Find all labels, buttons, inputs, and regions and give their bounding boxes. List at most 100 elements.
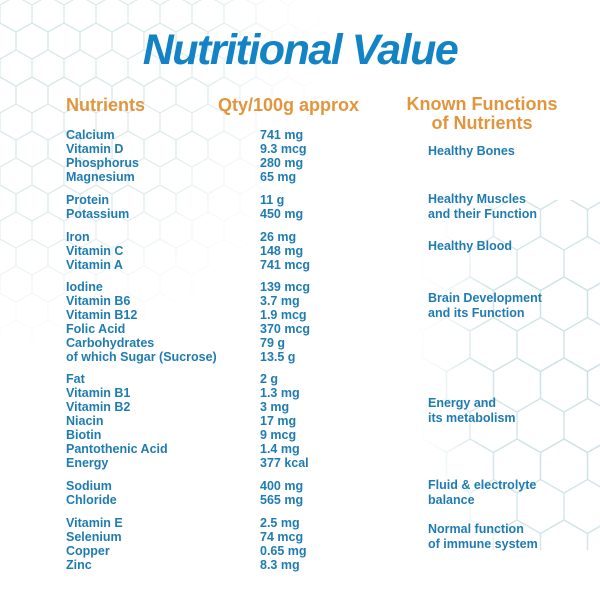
- nutrient-function-line: of immune system: [428, 537, 538, 551]
- nutrition-table: Calcium Vitamin D Phosphorus Magnesium 741 …: [66, 128, 576, 580]
- nutrient-qty-column: 741 mg 9.3 mcg 280 mg 65 mg: [260, 128, 428, 184]
- nutrient-name-column: Fat Vitamin B1 Vitamin B2 Niacin Biotin Panto…: [66, 372, 260, 470]
- nutrient-name: Energy: [66, 456, 109, 470]
- nutrient-function-cell: Normal function of immune system: [428, 522, 574, 552]
- column-header-qty: Qty/100g approx: [218, 95, 360, 115]
- nutrient-name: Folic Acid: [66, 322, 126, 336]
- nutrient-name: Carbohydrates: [66, 336, 155, 350]
- nutrient-name: of which Sugar (Sucrose): [66, 350, 217, 364]
- nutrient-qty-column: 2 g 1.3 mg 3 mg 17 mg 9 mcg 1.4 mg 377 kcal: [260, 372, 428, 470]
- nutrient-name: Vitamin B12: [66, 308, 138, 322]
- nutrient-name: Biotin: [66, 428, 102, 442]
- column-header-known-functions-line1: Known Functions: [406, 94, 558, 114]
- nutrient-name-column: Calcium Vitamin D Phosphorus Magnesium: [66, 128, 260, 184]
- nutrient-group: Calcium Vitamin D Phosphorus Magnesium 741 …: [66, 128, 576, 184]
- nutrient-function-cell: Healthy Muscles and their Function: [428, 192, 574, 222]
- nutrient-group: Sodium Chloride 400 mg 565 mg Fluid & elec…: [66, 478, 576, 508]
- nutrient-group: Iron Vitamin C Vitamin A 26 mg 148 mg 741 mc…: [66, 230, 576, 272]
- nutrient-name: Calcium: [66, 128, 115, 142]
- nutrient-name: Iodine: [66, 280, 103, 294]
- nutrient-name: Potassium: [66, 207, 130, 221]
- nutrient-qty: 741 mcg: [260, 258, 311, 272]
- nutrient-name-column: Iodine Vitamin B6 Vitamin B12 Folic Acid Car…: [66, 280, 260, 364]
- nutrient-function-line: and its Function: [428, 306, 525, 320]
- nutrient-name: Chloride: [66, 493, 117, 507]
- nutrient-name: Copper: [66, 544, 110, 558]
- nutrient-name: Iron: [66, 230, 90, 244]
- nutrient-function-line: Normal function: [428, 522, 524, 536]
- nutrient-qty: 74 mcg: [260, 530, 304, 544]
- nutrient-qty: 3.7 mg: [260, 294, 300, 308]
- nutrient-group: Fat Vitamin B1 Vitamin B2 Niacin Biotin Panto…: [66, 372, 576, 470]
- nutrient-name: Selenium: [66, 530, 122, 544]
- nutrient-qty: 400 mg: [260, 479, 304, 493]
- nutrient-qty-column: 400 mg 565 mg: [260, 479, 428, 507]
- nutrient-qty-column: 139 mcg 3.7 mg 1.9 mcg 370 mcg 79 g 13.5 g: [260, 280, 428, 364]
- page-title: Nutritional Value: [142, 26, 459, 74]
- nutrient-function-line: Healthy Blood: [428, 238, 513, 253]
- nutrient-qty: 13.5 g: [260, 350, 296, 364]
- nutrient-qty: 565 mg: [260, 493, 304, 507]
- nutrient-name: Protein: [66, 193, 110, 207]
- nutrient-qty: 1.9 mcg: [260, 308, 307, 322]
- nutrient-function-line: and their Function: [428, 207, 538, 221]
- nutrient-function-line: Energy and: [428, 396, 497, 410]
- nutrient-function-cell: Energy and its metabolism: [428, 396, 574, 426]
- nutrient-function-cell: Brain Development and its Function: [428, 291, 574, 321]
- nutrient-name: Vitamin B1: [66, 386, 131, 400]
- nutrient-name: Pantothenic Acid: [66, 442, 168, 456]
- nutrient-name: Vitamin E: [66, 516, 123, 530]
- nutrient-qty: 280 mg: [260, 156, 304, 170]
- nutrient-function-cell: Fluid & electrolyte balance: [428, 478, 574, 508]
- nutrient-qty: 139 mcg: [260, 280, 311, 294]
- nutrient-name-column: Sodium Chloride: [66, 479, 260, 507]
- nutrient-qty: 79 g: [260, 336, 286, 350]
- nutrient-function-line: Brain Development: [428, 291, 542, 305]
- nutrient-qty: 8.3 mg: [260, 558, 300, 572]
- nutrient-function-line: Fluid & electrolyte: [428, 478, 537, 492]
- nutrient-qty-column: 2.5 mg 74 mcg 0.65 mg 8.3 mg: [260, 516, 428, 572]
- nutrient-group: Iodine Vitamin B6 Vitamin B12 Folic Acid Car…: [66, 280, 576, 364]
- nutrient-function-line: Healthy Bones: [428, 143, 515, 158]
- nutrient-qty: 2.5 mg: [260, 516, 300, 530]
- nutrient-qty: 26 mg: [260, 230, 297, 244]
- nutrient-qty-column: 26 mg 148 mg 741 mcg: [260, 230, 428, 272]
- column-header-known-functions: Known Functions of Nutrients: [398, 95, 566, 133]
- nutrient-name: Fat: [66, 372, 85, 386]
- column-header-nutrients: Nutrients: [66, 95, 146, 115]
- nutrient-qty: 377 kcal: [260, 456, 309, 470]
- nutrient-name: Zinc: [66, 558, 92, 572]
- nutrient-function-cell: Healthy Blood: [428, 239, 574, 254]
- nutrient-qty: 450 mg: [260, 207, 304, 221]
- nutrient-qty: 741 mg: [260, 128, 304, 142]
- nutrient-name: Vitamin A: [66, 258, 123, 272]
- nutrient-qty: 2 g: [260, 372, 279, 386]
- nutrient-name: Magnesium: [66, 170, 135, 184]
- nutrient-name-column: Iron Vitamin C Vitamin A: [66, 230, 260, 272]
- nutrient-function-line: Healthy Muscles: [428, 192, 526, 206]
- nutrient-name: Vitamin C: [66, 244, 124, 258]
- nutrient-name: Sodium: [66, 479, 112, 493]
- nutrient-function-line: its metabolism: [428, 411, 516, 425]
- nutrient-name: Phosphorus: [66, 156, 139, 170]
- nutrient-qty: 148 mg: [260, 244, 304, 258]
- nutrient-qty: 9 mcg: [260, 428, 297, 442]
- nutrient-name: Vitamin B2: [66, 400, 131, 414]
- nutrient-qty-column: 11 g 450 mg: [260, 193, 428, 221]
- nutrient-group: Vitamin E Selenium Copper Zinc 2.5 mg 74 mcg…: [66, 516, 576, 572]
- nutrient-name-column: Protein Potassium: [66, 193, 260, 221]
- nutrient-qty: 370 mcg: [260, 322, 311, 336]
- nutrient-qty: 17 mg: [260, 414, 297, 428]
- nutrient-name: Vitamin D: [66, 142, 124, 156]
- nutrient-qty: 65 mg: [260, 170, 297, 184]
- nutrient-name-column: Vitamin E Selenium Copper Zinc: [66, 516, 260, 572]
- nutrient-qty: 0.65 mg: [260, 544, 307, 558]
- nutrient-qty: 1.3 mg: [260, 386, 300, 400]
- nutrient-qty: 9.3 mcg: [260, 142, 307, 156]
- nutrient-function-line: balance: [428, 493, 475, 507]
- column-header-known-functions-line2: of Nutrients: [431, 113, 533, 133]
- nutrient-qty: 11 g: [260, 193, 285, 207]
- nutrient-qty: 1.4 mg: [260, 442, 300, 456]
- nutrient-name: Niacin: [66, 414, 104, 428]
